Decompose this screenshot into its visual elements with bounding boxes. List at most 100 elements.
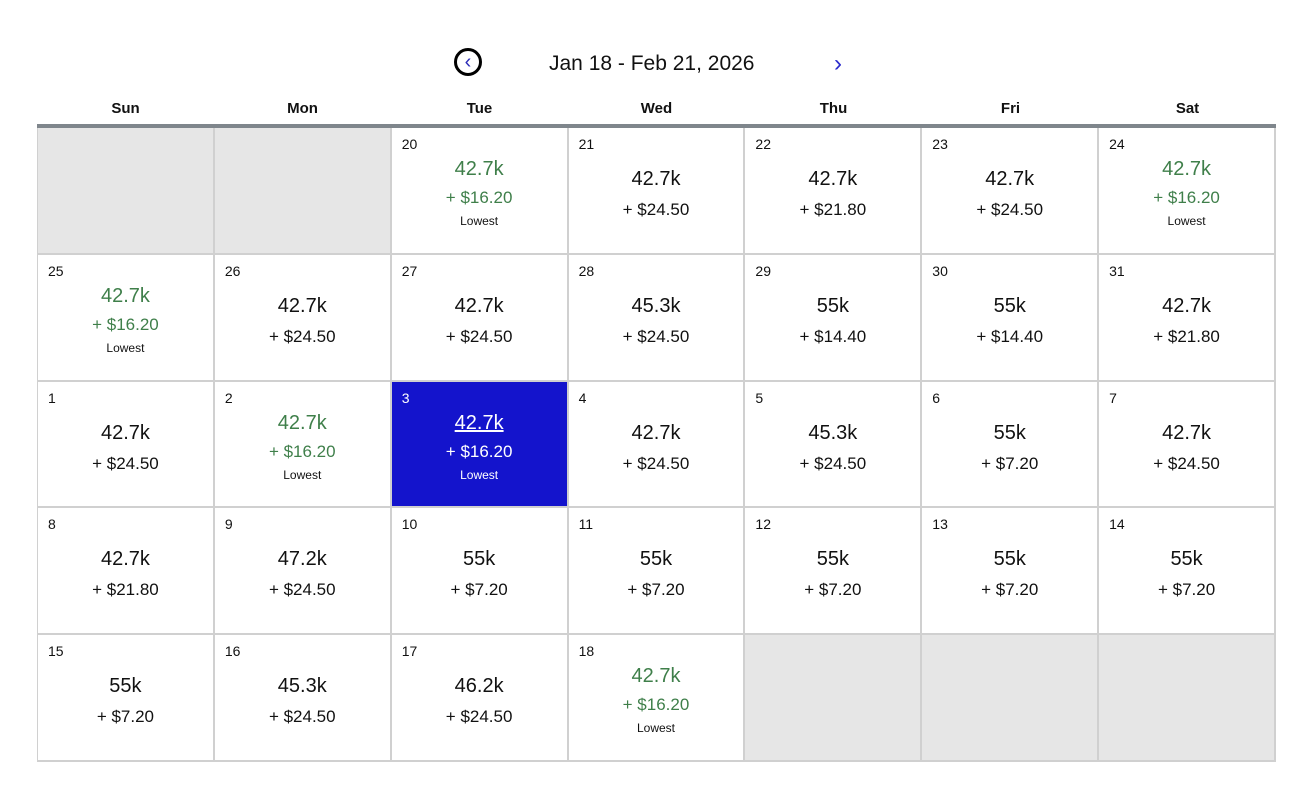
points-price: 42.7k bbox=[454, 294, 504, 317]
points-price: 42.7k bbox=[985, 168, 1035, 190]
day-cell[interactable]: 23 42.7k + $24.50 bbox=[922, 128, 1100, 255]
cash-fee: + $16.20 bbox=[268, 441, 336, 461]
day-number: 7 bbox=[1109, 389, 1117, 406]
day-cell[interactable]: 8 42.7k + $21.80 bbox=[38, 508, 215, 636]
day-number: 6 bbox=[932, 389, 941, 406]
points-price: 46.2k bbox=[454, 675, 504, 698]
points-price: 42.7k bbox=[808, 168, 858, 190]
day-number: 16 bbox=[224, 643, 241, 660]
day-cell[interactable]: 3 42.7k + $16.20 Lowest bbox=[391, 381, 569, 509]
day-cell[interactable]: 12 55k + $7.20 bbox=[745, 508, 923, 636]
next-month-button[interactable]: › bbox=[834, 50, 842, 78]
day-number: 25 bbox=[48, 262, 64, 279]
cash-fee: + $7.20 bbox=[981, 453, 1039, 473]
points-price: 42.7k bbox=[631, 168, 681, 190]
day-number: 9 bbox=[224, 516, 233, 533]
points-price: 55k bbox=[993, 548, 1026, 571]
empty-day-cell bbox=[745, 635, 923, 762]
points-price: 42.7k bbox=[100, 421, 150, 444]
points-price: 42.7k bbox=[100, 548, 150, 571]
weekday-label: Wed bbox=[640, 100, 673, 117]
day-cell[interactable]: 9 47.2k + $24.50 bbox=[214, 508, 392, 636]
day-cell[interactable]: 1 42.7k + $24.50 bbox=[38, 381, 215, 509]
day-cell[interactable]: 4 42.7k + $24.50 bbox=[568, 381, 746, 509]
cash-fee: + $24.50 bbox=[268, 707, 336, 727]
day-number: 15 bbox=[48, 643, 64, 660]
day-cell[interactable]: 31 42.7k + $21.80 bbox=[1099, 254, 1276, 382]
cash-fee: + $24.50 bbox=[622, 453, 690, 473]
day-cell[interactable]: 25 42.7k + $16.20 Lowest bbox=[38, 254, 215, 382]
day-cell[interactable]: 24 42.7k + $16.20 Lowest bbox=[1099, 128, 1276, 255]
day-cell[interactable]: 30 55k + $14.40 bbox=[922, 254, 1100, 382]
day-cell[interactable]: 5 45.3k + $24.50 bbox=[745, 381, 923, 509]
day-number: 4 bbox=[578, 389, 587, 406]
points-price: 42.7k bbox=[1162, 421, 1212, 444]
day-number: 18 bbox=[578, 643, 595, 660]
day-number: 5 bbox=[755, 389, 764, 406]
day-cell[interactable]: 20 42.7k + $16.20 Lowest bbox=[391, 128, 569, 255]
header-divider bbox=[37, 124, 1276, 128]
cash-fee: + $24.50 bbox=[445, 707, 513, 727]
day-cell[interactable]: 11 55k + $7.20 bbox=[568, 508, 746, 636]
cash-fee: + $21.80 bbox=[92, 580, 159, 600]
lowest-badge: Lowest bbox=[460, 467, 499, 482]
day-cell[interactable]: 27 42.7k + $24.50 bbox=[391, 254, 569, 382]
day-number: 17 bbox=[401, 643, 418, 660]
cash-fee: + $7.20 bbox=[627, 580, 685, 600]
cash-fee: + $16.20 bbox=[445, 441, 513, 461]
lowest-badge: Lowest bbox=[460, 214, 499, 228]
chevron-right-icon: › bbox=[834, 50, 842, 77]
cash-fee: + $7.20 bbox=[450, 580, 508, 600]
lowest-badge: Lowest bbox=[106, 340, 145, 355]
day-cell[interactable]: 26 42.7k + $24.50 bbox=[214, 254, 392, 382]
day-cell[interactable]: 13 55k + $7.20 bbox=[922, 508, 1100, 636]
empty-day-cell bbox=[922, 635, 1100, 762]
day-cell[interactable]: 28 45.3k + $24.50 bbox=[568, 254, 746, 382]
day-cell[interactable]: 2 42.7k + $16.20 Lowest bbox=[214, 381, 392, 509]
empty-day-cell bbox=[1099, 635, 1276, 762]
chevron-left-circle-icon: ‹ bbox=[464, 50, 472, 73]
points-price: 47.2k bbox=[277, 548, 327, 571]
cash-fee: + $7.20 bbox=[96, 707, 155, 727]
day-cell[interactable]: 6 55k + $7.20 bbox=[922, 381, 1100, 509]
cash-fee: + $21.80 bbox=[1153, 326, 1220, 346]
cash-fee: + $24.50 bbox=[976, 200, 1044, 219]
day-cell[interactable]: 29 55k + $14.40 bbox=[745, 254, 923, 382]
day-number: 14 bbox=[1109, 516, 1125, 533]
cash-fee: + $7.20 bbox=[1157, 580, 1216, 600]
day-cell[interactable]: 10 55k + $7.20 bbox=[391, 508, 569, 636]
day-cell[interactable]: 16 45.3k + $24.50 bbox=[214, 635, 392, 762]
calendar-header: ‹ Jan 18 - Feb 21, 2026 › bbox=[0, 46, 1316, 86]
cash-fee: + $14.40 bbox=[976, 326, 1044, 346]
day-number: 24 bbox=[1109, 136, 1125, 152]
day-number: 10 bbox=[401, 516, 418, 533]
points-price: 42.7k bbox=[631, 421, 681, 444]
cash-fee: + $16.20 bbox=[622, 695, 690, 715]
points-price: 42.7k bbox=[454, 411, 504, 434]
cash-fee: + $24.50 bbox=[445, 326, 513, 346]
day-cell[interactable]: 18 42.7k + $16.20 Lowest bbox=[568, 635, 746, 762]
prev-month-button[interactable]: ‹ bbox=[454, 48, 482, 76]
cash-fee: + $16.20 bbox=[445, 188, 513, 207]
cash-fee: + $16.20 bbox=[92, 314, 159, 334]
points-price: 45.3k bbox=[277, 675, 327, 698]
cash-fee: + $7.20 bbox=[981, 580, 1039, 600]
day-cell[interactable]: 14 55k + $7.20 bbox=[1099, 508, 1276, 636]
points-price: 55k bbox=[109, 675, 142, 698]
day-cell[interactable]: 17 46.2k + $24.50 bbox=[391, 635, 569, 762]
weekday-label: Thu bbox=[819, 100, 848, 117]
cash-fee: + $24.50 bbox=[622, 326, 690, 346]
day-cell[interactable]: 21 42.7k + $24.50 bbox=[568, 128, 746, 255]
day-cell[interactable]: 22 42.7k + $21.80 bbox=[745, 128, 923, 255]
day-number: 3 bbox=[401, 389, 410, 406]
cash-fee: + $24.50 bbox=[268, 326, 336, 346]
weekday-label: Sat bbox=[1175, 100, 1200, 117]
points-price: 42.7k bbox=[277, 411, 327, 434]
cash-fee: + $24.50 bbox=[799, 453, 867, 473]
empty-day-cell bbox=[38, 128, 215, 255]
day-cell[interactable]: 7 42.7k + $24.50 bbox=[1099, 381, 1276, 509]
day-cell[interactable]: 15 55k + $7.20 bbox=[38, 635, 215, 762]
points-price: 55k bbox=[993, 294, 1026, 317]
points-price: 42.7k bbox=[1162, 158, 1212, 180]
day-number: 12 bbox=[755, 516, 771, 533]
